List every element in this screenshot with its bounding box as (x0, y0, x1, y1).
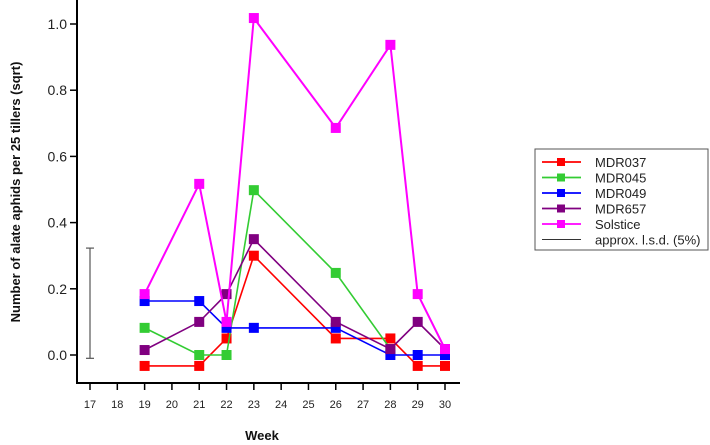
data-point-marker (412, 360, 423, 371)
series-line (143, 15, 446, 350)
y-tick-label: 0.8 (48, 82, 68, 98)
data-point-marker (194, 360, 205, 371)
data-point-marker (330, 322, 341, 333)
data-point-marker (139, 289, 150, 300)
axes: 0.0 0.2 0.4 0.6 0.8 1.0 17 18 19 20 21 22 23 24 25 26 27… (48, 0, 460, 411)
data-point-marker (330, 333, 341, 344)
data-point-marker (139, 360, 150, 371)
legend-label: Solstice (595, 217, 641, 232)
data-point-marker (194, 350, 205, 360)
data-point-marker (248, 13, 259, 24)
data-point-marker (139, 296, 150, 307)
legend-marker-swatch (557, 158, 565, 166)
data-point-marker (412, 289, 423, 300)
series-mdr657 (139, 234, 450, 356)
y-tick-label: 0.6 (48, 148, 68, 164)
data-point-marker (385, 333, 396, 344)
legend-label: MDR037 (595, 155, 646, 170)
data-point-marker (440, 344, 450, 355)
x-tick-label: 20 (166, 399, 178, 411)
y-tick-label: 0.4 (48, 215, 68, 231)
legend-marker-swatch (557, 173, 565, 182)
series-mdr049 (139, 296, 450, 360)
data-point-marker (330, 267, 341, 278)
legend-item: MDR037 (542, 155, 646, 170)
data-point-marker (248, 185, 259, 196)
data-point-marker (194, 296, 205, 307)
y-axis-title: Number of alate aphids per 25 tillers (s… (8, 62, 23, 323)
data-point-marker (221, 316, 232, 327)
legend-label: MDR045 (595, 171, 646, 186)
data-point-marker (194, 316, 205, 327)
data-point-marker (385, 344, 396, 355)
series-mdr045 (139, 185, 396, 360)
x-tick-label: 29 (412, 399, 424, 411)
data-point-marker (385, 350, 396, 360)
legend-label: approx. l.s.d. (5%) (595, 233, 701, 248)
x-axis-title: Week (245, 428, 279, 443)
data-point-marker (440, 350, 450, 360)
legend-item: Solstice (542, 217, 641, 232)
series-line (144, 237, 446, 351)
x-tick-label: 23 (248, 399, 260, 411)
legend-item: MDR045 (542, 171, 646, 186)
x-tick-label: 18 (111, 399, 123, 411)
legend-label: MDR657 (595, 202, 646, 217)
plot-area (86, 13, 450, 371)
legend-item: approx. l.s.d. (5%) (542, 233, 701, 248)
y-tick-label: 1.0 (48, 16, 68, 32)
data-point-marker (194, 178, 205, 189)
data-point-marker (412, 350, 423, 360)
x-tick-label: 28 (384, 399, 396, 411)
x-tick-label: 30 (439, 399, 451, 411)
series-line (144, 254, 445, 367)
x-tick-label: 19 (138, 399, 150, 411)
legend: MDR037MDR045MDR049MDR657Solsticeapprox. … (534, 148, 709, 251)
data-point-marker (221, 322, 232, 333)
data-point-marker (330, 316, 341, 327)
x-tick-label: 25 (302, 399, 314, 411)
x-tick-label: 17 (84, 399, 96, 411)
data-point-marker (385, 39, 396, 50)
legend-item: MDR657 (542, 202, 646, 217)
legend-item: MDR049 (542, 186, 646, 201)
data-point-marker (221, 333, 232, 344)
data-point-marker (221, 350, 232, 360)
x-tick-label: 27 (357, 399, 369, 411)
series-mdr037 (139, 250, 450, 371)
legend-marker-swatch (557, 189, 565, 197)
x-tick-label: 22 (220, 399, 232, 411)
legend-label: MDR049 (595, 186, 646, 201)
data-point-marker (412, 316, 423, 327)
data-point-marker (248, 250, 259, 261)
data-point-marker (330, 122, 341, 133)
x-tick-label: 21 (193, 399, 205, 411)
data-point-marker (248, 322, 259, 333)
data-point-marker (139, 345, 150, 356)
y-tick-label: 0.0 (48, 347, 68, 363)
x-tick-label: 26 (330, 399, 342, 411)
data-point-marker (440, 360, 450, 371)
series-solstice (139, 13, 450, 355)
y-tick-label: 0.2 (48, 281, 68, 297)
data-point-marker (139, 322, 150, 333)
series-line (144, 188, 392, 356)
legend-marker-swatch (557, 204, 565, 213)
data-point-marker (248, 234, 259, 245)
x-tick-label: 24 (275, 399, 287, 411)
legend-marker-swatch (557, 220, 565, 228)
data-point-marker (221, 289, 232, 300)
